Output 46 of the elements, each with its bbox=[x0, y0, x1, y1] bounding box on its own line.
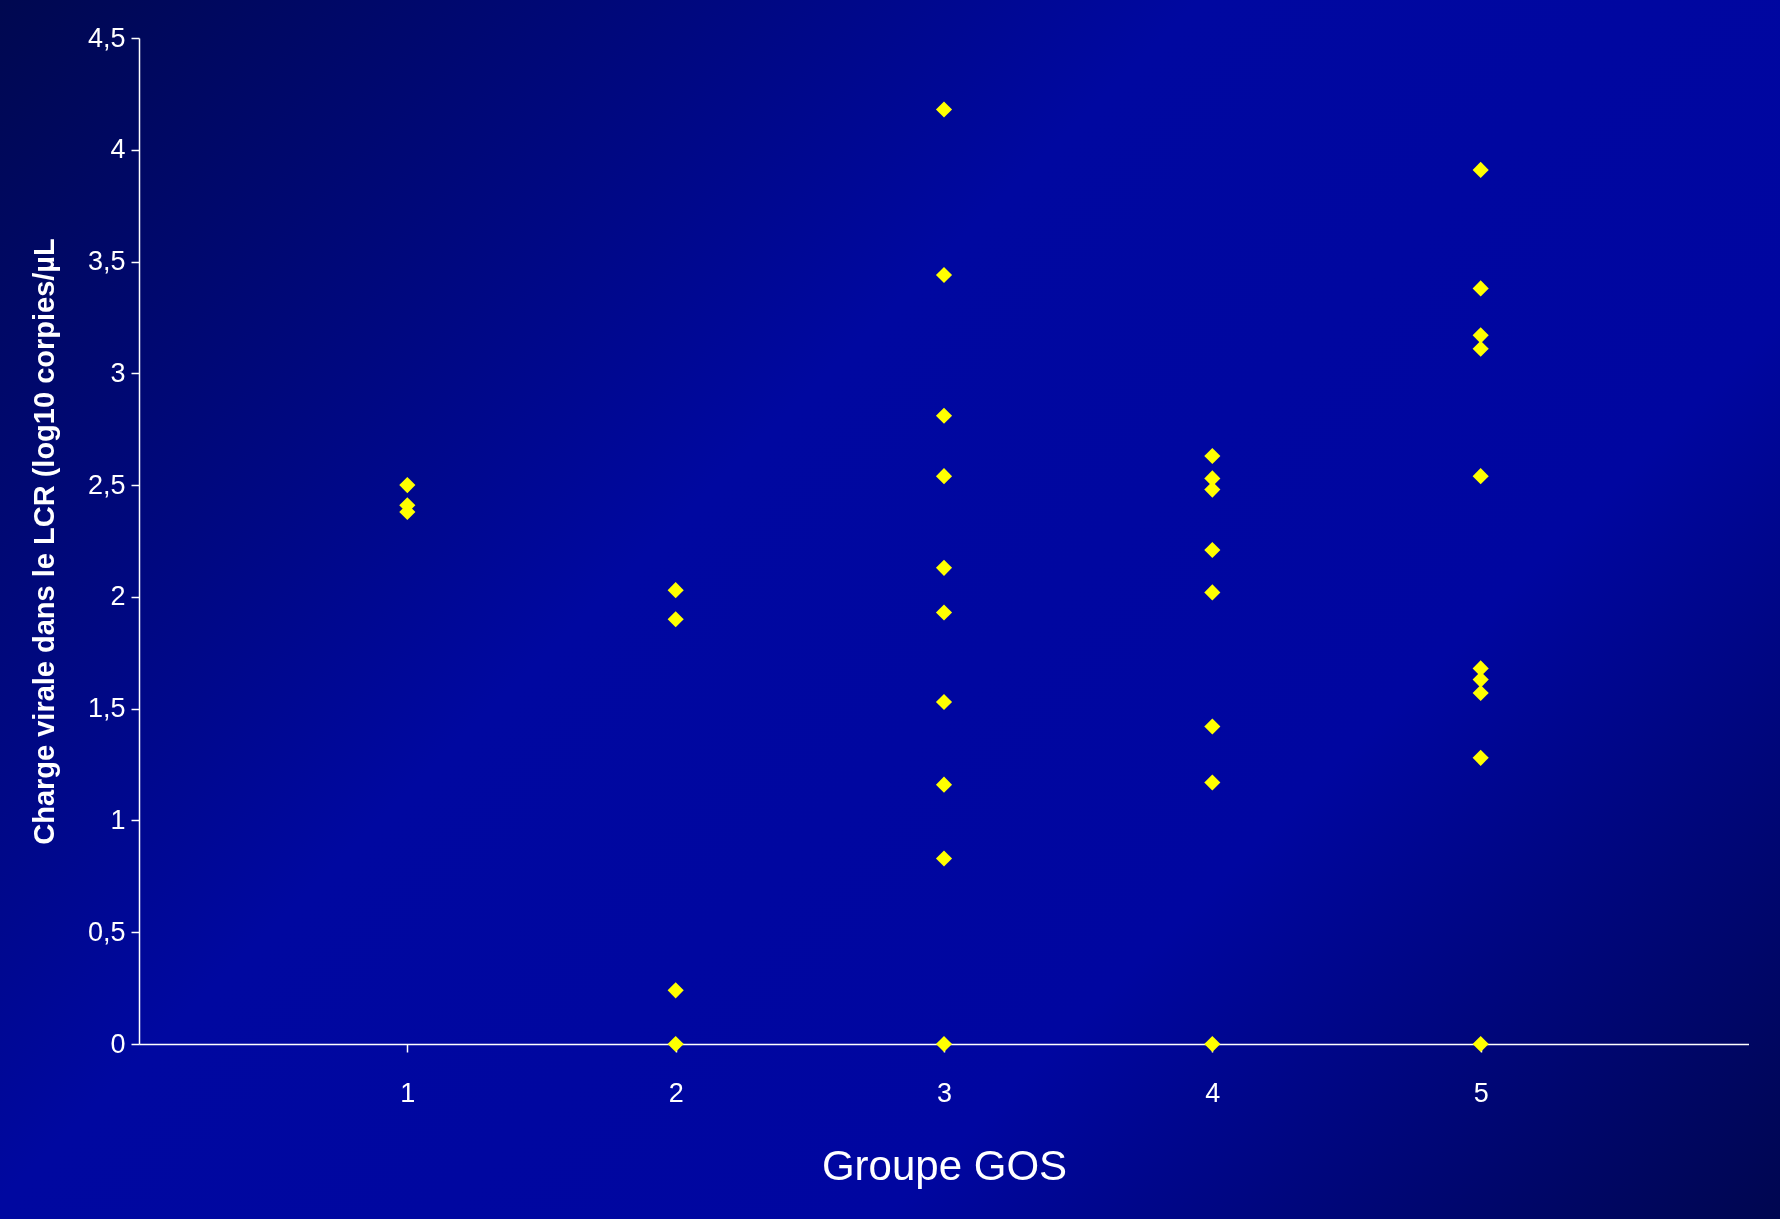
point bbox=[935, 693, 953, 711]
point bbox=[935, 468, 953, 485]
point bbox=[1472, 468, 1489, 485]
x-tick-label: 3 bbox=[936, 1077, 953, 1108]
point bbox=[1472, 684, 1489, 702]
y-tick-label: 1 bbox=[110, 804, 126, 835]
y-tick-label: 4,5 bbox=[87, 22, 126, 53]
point bbox=[935, 559, 953, 576]
point bbox=[935, 101, 953, 118]
point bbox=[1204, 1035, 1221, 1053]
x-tick-label: 5 bbox=[1473, 1077, 1489, 1108]
point bbox=[667, 611, 684, 628]
point bbox=[1204, 447, 1221, 465]
y-tick-label: 0 bbox=[110, 1028, 126, 1059]
point bbox=[935, 407, 953, 424]
point bbox=[667, 582, 684, 599]
x-tick-label: 2 bbox=[668, 1077, 684, 1108]
y-tick-label: 0,5 bbox=[87, 916, 126, 947]
y-tick-label: 3,5 bbox=[87, 246, 126, 277]
y-tick-label: 1,5 bbox=[87, 693, 126, 724]
point bbox=[1472, 749, 1489, 766]
y-tick-label: 4 bbox=[110, 134, 126, 165]
x-tick-label: 1 bbox=[400, 1077, 416, 1108]
point bbox=[667, 982, 684, 999]
y-tick-label: 3 bbox=[110, 357, 126, 388]
point bbox=[1204, 718, 1221, 735]
x-axis-title: Groupe GOS bbox=[821, 1141, 1068, 1189]
point bbox=[1472, 1035, 1489, 1053]
point bbox=[1204, 541, 1221, 558]
point bbox=[935, 604, 953, 621]
point bbox=[1472, 327, 1489, 344]
point bbox=[1204, 774, 1221, 791]
point bbox=[935, 850, 953, 867]
point bbox=[1472, 161, 1489, 178]
y-axis-title: Charge virale dans le LCR (log10 corpies/µL bbox=[27, 238, 60, 845]
x-tick-label: 4 bbox=[1205, 1077, 1221, 1108]
point bbox=[935, 1035, 953, 1053]
point bbox=[1204, 584, 1221, 601]
point bbox=[935, 776, 953, 793]
point bbox=[399, 477, 416, 494]
point bbox=[935, 266, 953, 284]
y-tick-label: 2 bbox=[110, 581, 126, 612]
point bbox=[667, 1035, 684, 1053]
point bbox=[1472, 340, 1489, 357]
point bbox=[1472, 280, 1489, 297]
y-tick-label: 2,5 bbox=[87, 469, 126, 500]
